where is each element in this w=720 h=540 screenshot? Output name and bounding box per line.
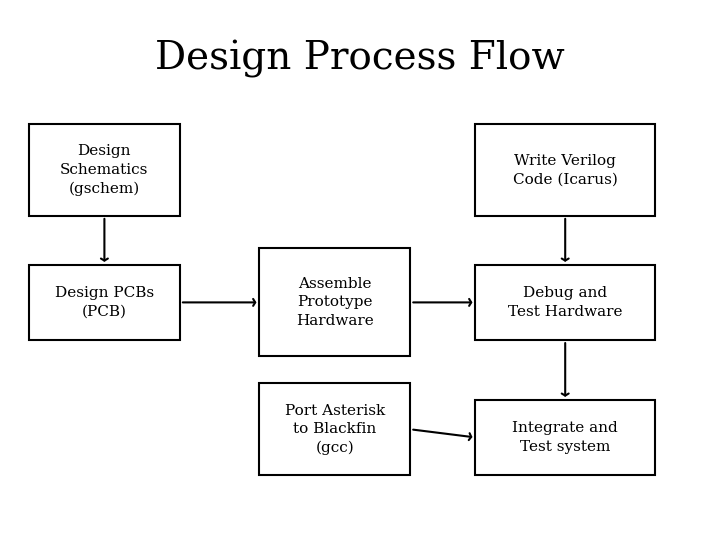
FancyBboxPatch shape <box>29 124 180 216</box>
FancyBboxPatch shape <box>259 248 410 356</box>
FancyBboxPatch shape <box>475 265 655 340</box>
Text: Debug and
Test Hardware: Debug and Test Hardware <box>508 286 623 319</box>
FancyBboxPatch shape <box>475 124 655 216</box>
Text: Integrate and
Test system: Integrate and Test system <box>513 421 618 454</box>
Text: Port Asterisk
to Blackfin
(gcc): Port Asterisk to Blackfin (gcc) <box>284 403 385 455</box>
FancyBboxPatch shape <box>29 265 180 340</box>
FancyBboxPatch shape <box>475 400 655 475</box>
Text: Design PCBs
(PCB): Design PCBs (PCB) <box>55 286 154 319</box>
Text: Assemble
Prototype
Hardware: Assemble Prototype Hardware <box>296 277 374 328</box>
FancyBboxPatch shape <box>259 383 410 475</box>
Text: Design Process Flow: Design Process Flow <box>155 40 565 78</box>
Text: Design
Schematics
(gschem): Design Schematics (gschem) <box>60 144 148 196</box>
Text: Write Verilog
Code (Icarus): Write Verilog Code (Icarus) <box>513 154 618 186</box>
